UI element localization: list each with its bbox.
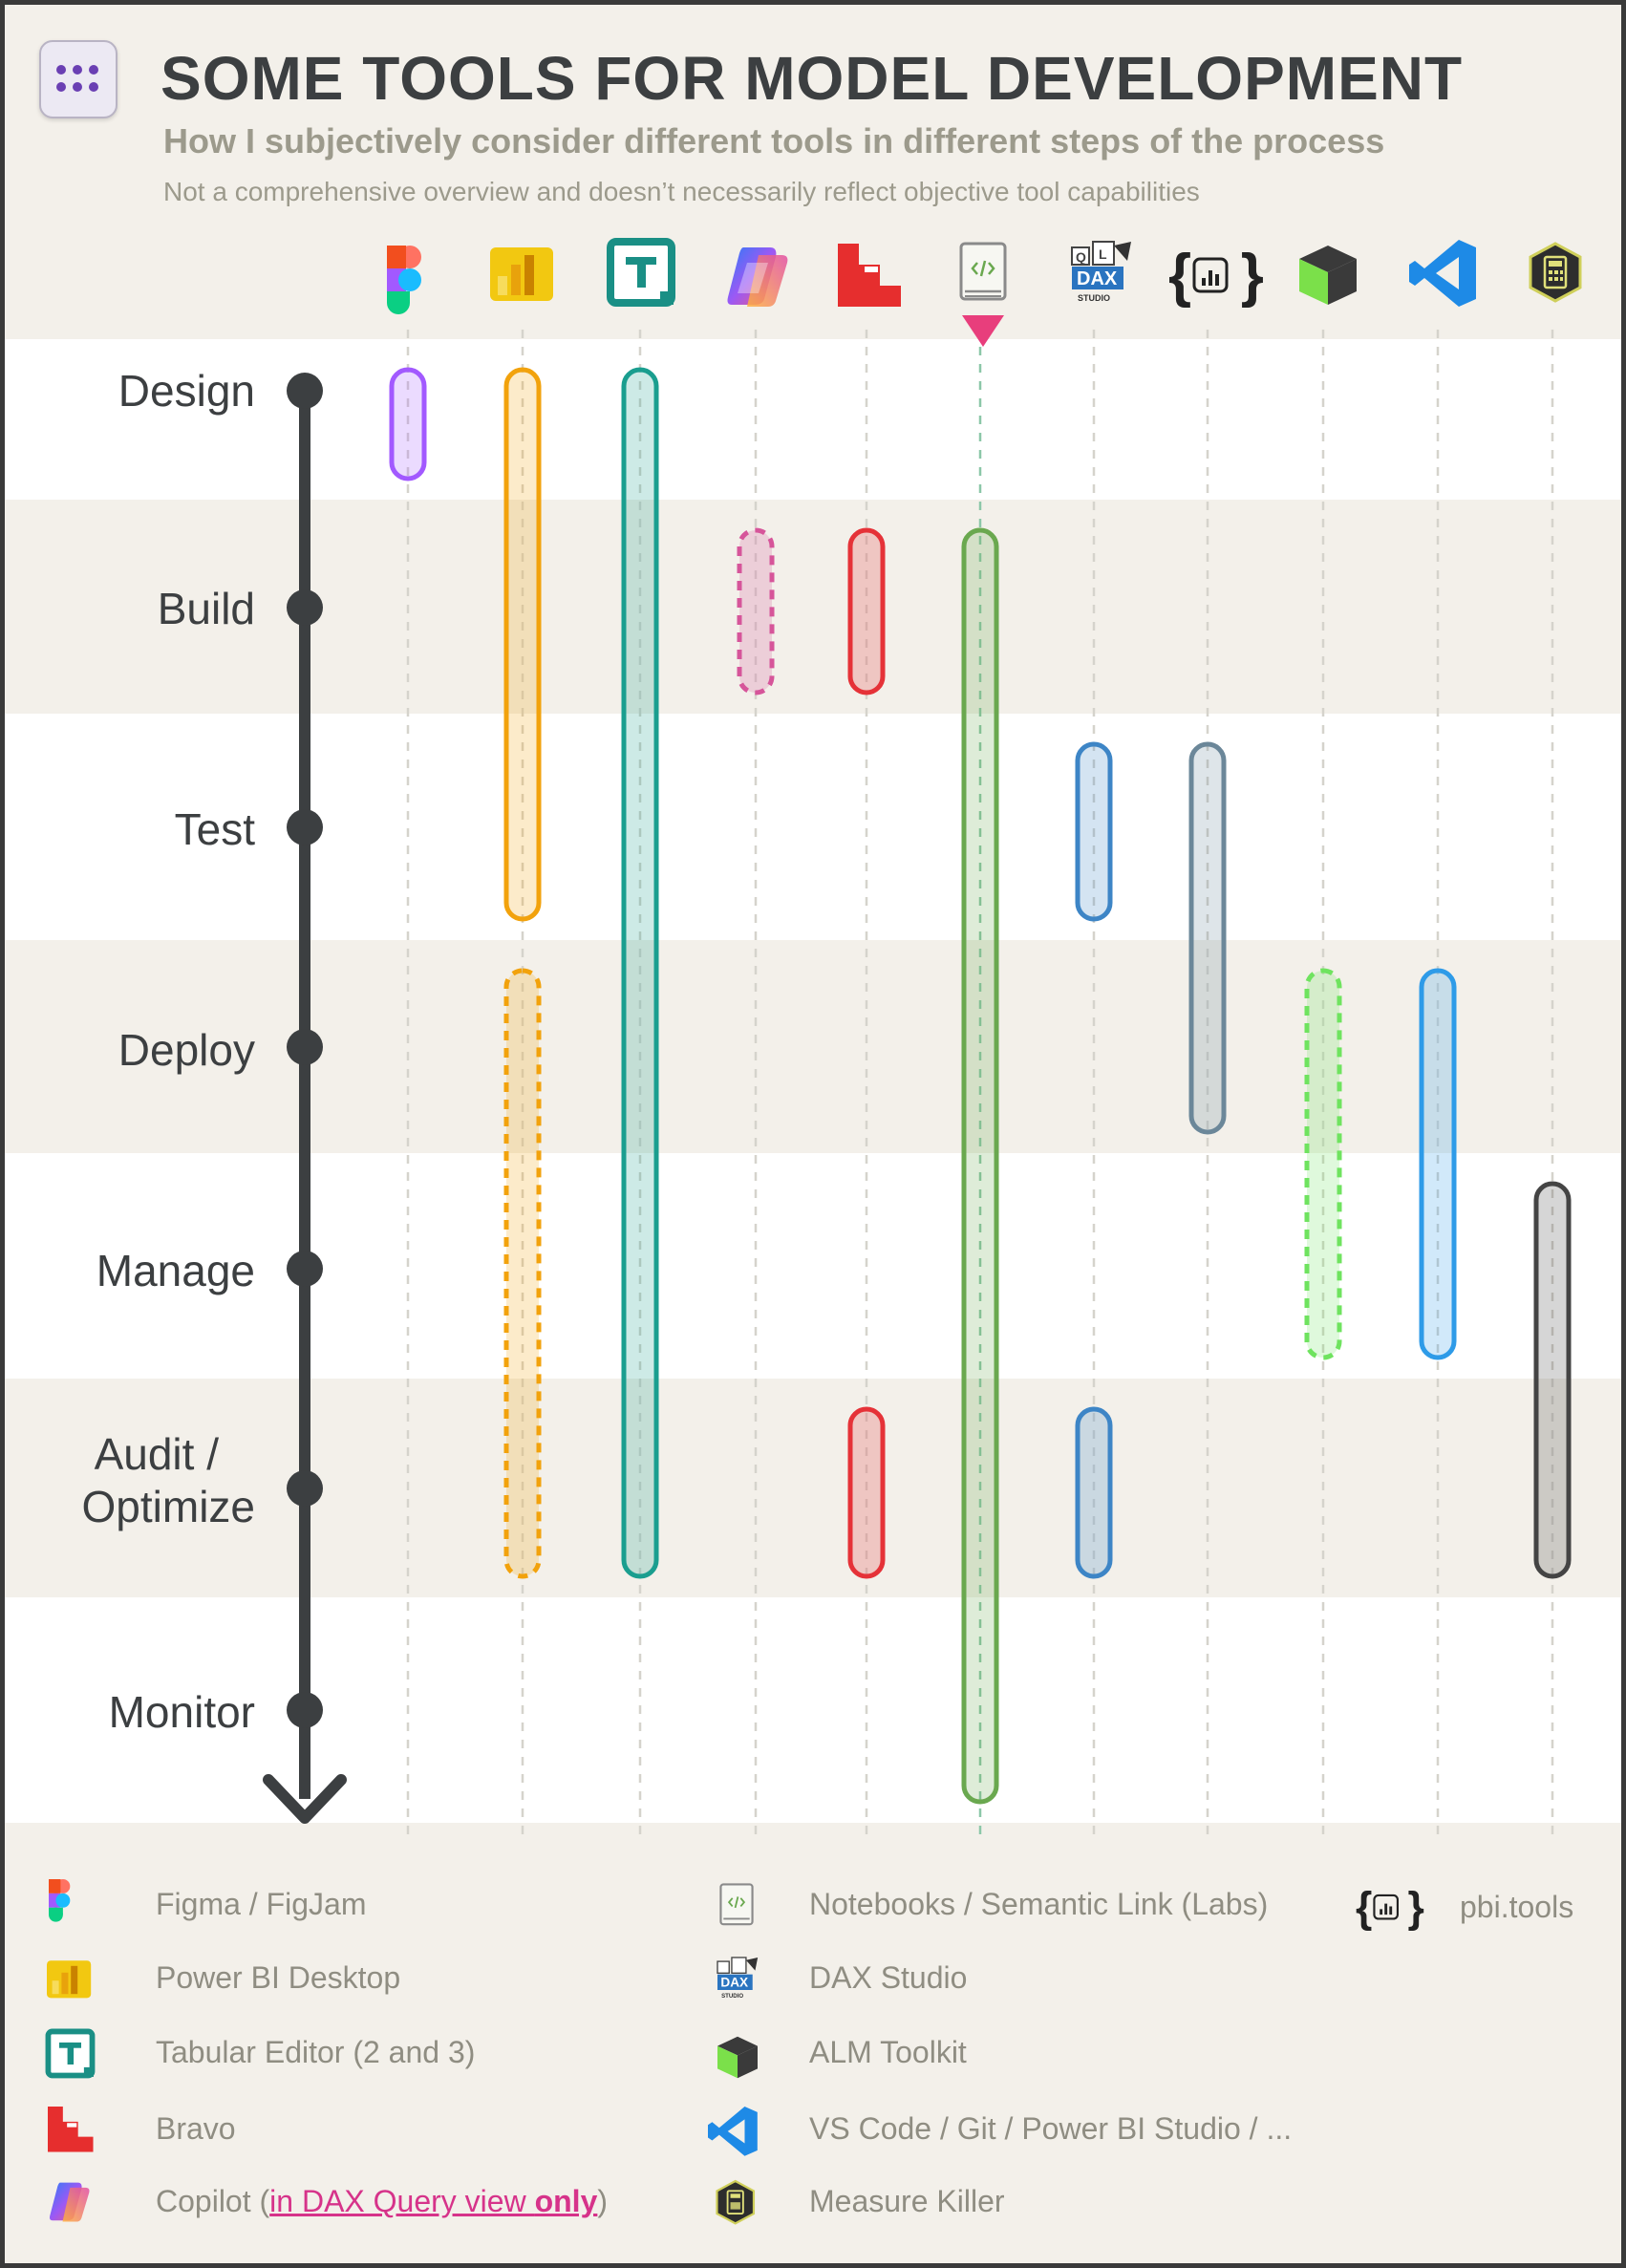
figma-icon <box>387 246 421 314</box>
measure-killer-icon <box>1529 242 1582 303</box>
legend-bravo: Bravo <box>156 2111 236 2146</box>
stage-label-build: Build <box>157 584 255 633</box>
stage-label-manage: Manage <box>96 1246 255 1295</box>
stage-node-design <box>287 373 323 409</box>
legend-dax-studio: DAX Studio <box>809 1960 968 1995</box>
svg-text:Q: Q <box>1076 249 1086 265</box>
legend-figma: Figma / FigJam <box>156 1887 367 1921</box>
stage-label-design: Design <box>118 366 255 416</box>
process-timeline <box>263 373 347 1824</box>
copilot-dax-query-link[interactable]: in DAX Query view only <box>269 2184 598 2218</box>
usage-bar-powerbi-deploy <box>503 968 542 1579</box>
legend-notebooks: Notebooks / Semantic Link (Labs) <box>809 1887 1269 1921</box>
legend-alm-toolkit: ALM Toolkit <box>809 2035 967 2069</box>
legend-tabular-editor: Tabular Editor (2 and 3) <box>156 2035 476 2069</box>
infographic-page: SOME TOOLS FOR MODEL DEVELOPMENT How I s… <box>5 5 1621 2263</box>
stage-node-deploy <box>287 1029 323 1065</box>
notebook-marker-icon <box>962 315 1004 347</box>
vscode-icon <box>1409 240 1476 307</box>
stage-label-test: Test <box>174 804 255 854</box>
stage-label-deploy: Deploy <box>118 1025 255 1075</box>
bravo-icon <box>838 244 901 307</box>
usage-bar-notebooks-build <box>961 527 999 1805</box>
tool-stage-diagram: Q L DAX STUDIO { } <box>5 238 1621 1839</box>
stage-node-build <box>287 589 323 626</box>
stage-label-monitor: Monitor <box>108 1687 255 1737</box>
stage-node-test <box>287 809 323 845</box>
tabular-editor-icon <box>607 238 675 307</box>
timeline-arrow-icon <box>263 1774 347 1824</box>
svg-text:DAX: DAX <box>1077 268 1118 289</box>
legend-copilot: Copilot (in DAX Query view only) <box>156 2184 609 2218</box>
svg-text:L: L <box>1099 246 1107 262</box>
stage-node-manage <box>287 1251 323 1287</box>
svg-text:STUDIO: STUDIO <box>1078 293 1110 303</box>
usage-bar-vscode-deploy <box>1419 968 1457 1360</box>
usage-bar-bravo-build <box>847 527 886 695</box>
alm-toolkit-icon <box>1299 246 1357 305</box>
usage-bar-pbitools-test <box>1188 741 1227 1135</box>
legend-power-bi: Power BI Desktop <box>156 1960 401 1995</box>
stage-node-audit <box>287 1470 323 1507</box>
legend-measure-killer: Measure Killer <box>809 2184 1005 2218</box>
app-grid-icon <box>39 40 118 118</box>
usage-bar-powerbi-design <box>503 367 542 922</box>
usage-bar-daxstudio-audit <box>1075 1406 1113 1579</box>
stage-band-test <box>5 714 1621 940</box>
usage-bar-alm-deploy <box>1304 968 1342 1360</box>
usage-bar-daxstudio-test <box>1075 741 1113 922</box>
legend-vscode: VS Code / Git / Power BI Studio / ... <box>809 2111 1293 2146</box>
usage-bar-bravo-audit <box>847 1406 886 1579</box>
usage-bar-tabular-design <box>621 367 659 1579</box>
page-title: SOME TOOLS FOR MODEL DEVELOPMENT <box>160 44 1464 113</box>
copilot-icon <box>727 247 788 307</box>
stage-band-manage <box>5 1153 1621 1379</box>
stage-label-audit: Audit / Optimize <box>81 1429 255 1532</box>
page-note: Not a comprehensive overview and doesn’t… <box>163 177 1200 206</box>
stage-band-deploy <box>5 940 1621 1153</box>
stage-node-monitor <box>287 1692 323 1728</box>
dax-studio-icon: Q L DAX STUDIO <box>1071 241 1131 303</box>
usage-bar-copilot-build <box>737 527 775 695</box>
notebook-icon <box>959 242 1007 301</box>
power-bi-icon <box>490 247 553 301</box>
usage-bar-measurekiller-manage <box>1533 1181 1572 1579</box>
page-subtitle: How I subjectively consider different to… <box>163 121 1385 160</box>
usage-bar-figma-design <box>389 367 427 481</box>
stage-band-design <box>5 339 1621 500</box>
legend-pbi-tools: pbi.tools <box>1460 1890 1574 1924</box>
pbi-tools-icon: { } <box>1168 243 1264 309</box>
stage-band-audit <box>5 1379 1621 1597</box>
stage-band-build <box>5 500 1621 714</box>
